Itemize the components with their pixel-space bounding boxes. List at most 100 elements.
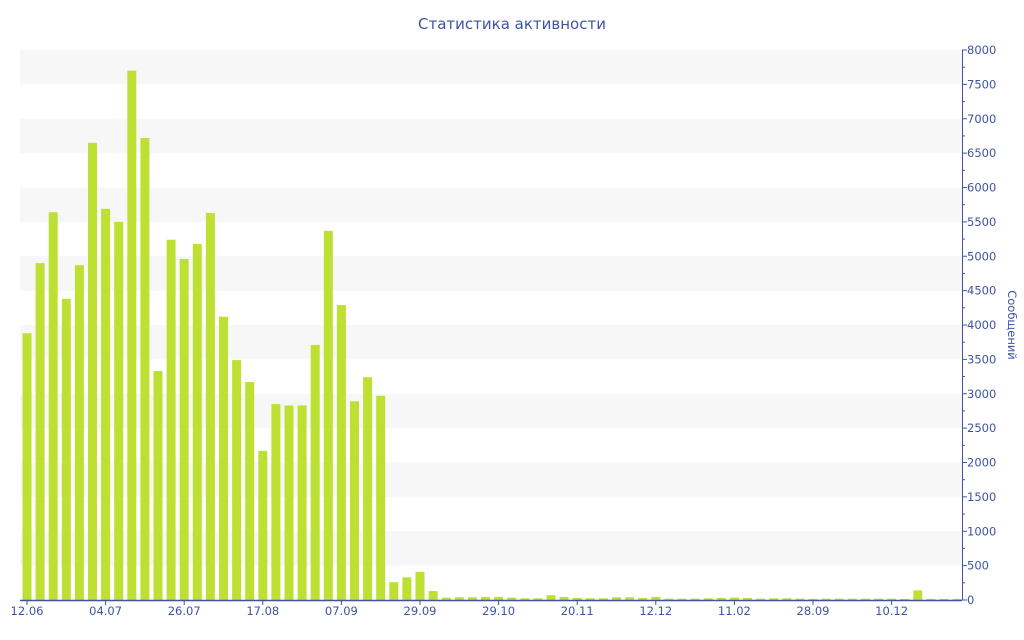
bar [101,208,111,600]
y-tick-label: 4000 [967,318,996,332]
bar [232,360,242,600]
bar [323,230,333,600]
bar [389,582,399,600]
bar [481,596,490,600]
bar [625,597,635,600]
bar [494,596,504,600]
bar [520,598,530,600]
grid-band [20,325,962,360]
x-tick-label: 26.07 [168,604,201,618]
y-tick-label: 7500 [967,77,996,91]
y-tick-label: 5000 [967,249,996,263]
bar [35,263,45,600]
x-tick-label: 10.12 [875,604,908,618]
bar [88,142,97,600]
bar [546,595,556,600]
y-axis-title: Сообщений [1005,290,1019,360]
y-tick-label: 1500 [967,490,996,504]
bar [821,598,831,600]
bar [795,598,805,600]
bar [834,598,844,600]
bar [376,395,386,600]
bar [140,138,150,600]
bar [153,371,163,600]
bar [350,401,359,600]
x-tick-label: 07.09 [325,604,358,618]
grid-band [20,118,962,154]
bar [205,212,215,600]
bar [415,571,425,600]
bar [743,597,752,600]
bar [48,212,58,600]
bar [297,405,307,600]
bar [769,598,779,600]
y-tick-label: 8000 [967,43,996,57]
bar [284,405,294,600]
bar [598,598,608,600]
bar [441,597,451,600]
bar [900,598,910,600]
y-tick-label: 0 [967,593,974,607]
bar [179,259,189,600]
bar [913,590,923,600]
bar [887,598,897,600]
x-tick-label: 28.09 [797,604,830,618]
bar [664,598,674,600]
y-tick-label: 4500 [967,284,996,298]
bar [638,597,648,600]
bar [363,377,373,600]
bar [192,243,202,600]
grid-band [20,256,962,291]
bar [651,596,661,600]
y-tick-label: 1000 [967,524,996,538]
y-tick-label: 6000 [967,181,996,195]
bar [703,598,713,600]
bar [677,598,687,600]
bar [847,598,857,600]
grid-band [20,50,962,85]
bar [402,577,412,600]
grid-band [20,187,962,222]
y-tick-label: 3500 [967,352,996,366]
bar [454,597,464,600]
bar [874,598,883,600]
bar [245,382,255,600]
bar [507,597,517,600]
bar [939,598,949,600]
bar [808,598,818,600]
x-tick-label: 12.12 [639,604,672,618]
grid-band [20,462,962,497]
bar [729,597,739,600]
bar [310,344,320,600]
bar [690,598,700,600]
bar [782,598,792,600]
grid-band [20,531,962,566]
bar [612,597,621,600]
bar [572,597,582,600]
chart-title: Статистика активности [418,15,606,33]
bar [258,450,268,600]
grid-band [20,393,962,429]
bar [756,598,766,600]
bar [61,298,71,600]
y-tick-label: 2500 [967,421,996,435]
y-tick-label: 2000 [967,456,996,470]
x-tick-label: 11.02 [718,604,751,618]
bar [467,597,477,600]
bar [952,598,962,600]
x-tick-label: 29.09 [404,604,437,618]
x-tick-label: 12.06 [11,604,44,618]
bar [271,404,281,600]
bar [219,316,228,600]
x-tick-label: 04.07 [89,604,122,618]
bar [533,598,543,600]
y-tick-label: 6500 [967,146,996,160]
bar [166,239,176,600]
y-tick-label: 3000 [967,387,996,401]
bar [860,598,870,600]
x-tick-label: 17.08 [246,604,279,618]
x-tick-label: 20.11 [561,604,594,618]
bar [716,597,726,600]
bar [74,265,84,600]
y-tick-label: 500 [967,559,989,573]
